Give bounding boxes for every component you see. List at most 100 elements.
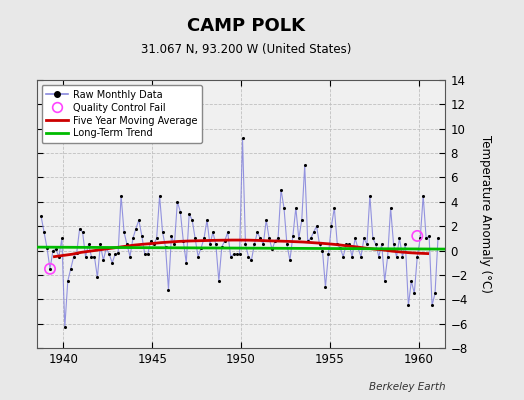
Point xyxy=(156,192,164,199)
Point xyxy=(152,235,161,242)
Point xyxy=(410,290,419,296)
Point xyxy=(354,245,362,251)
Point xyxy=(129,235,137,242)
Point xyxy=(217,244,226,250)
Point xyxy=(392,254,401,260)
Point xyxy=(144,251,152,258)
Point xyxy=(132,226,140,232)
Point xyxy=(88,254,96,260)
Point xyxy=(147,238,155,244)
Point xyxy=(46,266,54,272)
Point xyxy=(380,278,389,284)
Point xyxy=(61,324,69,330)
Point xyxy=(419,192,428,199)
Point xyxy=(265,235,274,242)
Point xyxy=(425,233,433,239)
Point xyxy=(212,241,220,248)
Point xyxy=(318,247,326,254)
Point xyxy=(165,286,173,293)
Point xyxy=(298,217,306,223)
Point xyxy=(357,254,365,260)
Point xyxy=(389,241,398,248)
Point xyxy=(149,241,158,248)
Point xyxy=(268,246,276,252)
Point xyxy=(194,254,202,260)
Point xyxy=(307,235,315,242)
Point xyxy=(324,251,333,258)
Point xyxy=(72,250,81,256)
Point xyxy=(102,245,111,251)
Point xyxy=(250,241,258,248)
Point xyxy=(81,254,90,260)
Point xyxy=(369,235,377,242)
Point xyxy=(170,241,179,248)
Point xyxy=(173,199,181,205)
Point xyxy=(259,241,267,248)
Point xyxy=(176,208,184,215)
Point xyxy=(54,254,63,260)
Point xyxy=(289,233,297,239)
Point xyxy=(309,229,318,236)
Point xyxy=(271,238,279,244)
Point xyxy=(135,217,143,223)
Point xyxy=(99,257,107,264)
Point xyxy=(342,241,351,248)
Point xyxy=(363,241,371,248)
Point xyxy=(70,254,78,260)
Point xyxy=(345,241,353,248)
Point xyxy=(40,229,48,236)
Point xyxy=(327,223,335,229)
Point xyxy=(140,251,149,258)
Point xyxy=(120,229,128,236)
Point xyxy=(238,135,247,142)
Point xyxy=(247,257,256,264)
Point xyxy=(315,241,324,248)
Point xyxy=(256,235,265,242)
Point xyxy=(428,302,436,308)
Point xyxy=(280,205,288,211)
Point xyxy=(209,229,217,236)
Point xyxy=(161,244,170,250)
Text: Berkeley Earth: Berkeley Earth xyxy=(369,382,445,392)
Point xyxy=(434,235,442,242)
Point xyxy=(96,241,105,248)
Point xyxy=(386,205,395,211)
Point xyxy=(283,241,291,248)
Point xyxy=(413,254,421,260)
Point xyxy=(75,226,84,232)
Point xyxy=(197,245,205,251)
Point xyxy=(105,251,113,258)
Point xyxy=(108,260,116,266)
Point xyxy=(431,290,439,296)
Point xyxy=(182,260,190,266)
Point xyxy=(413,233,421,239)
Point xyxy=(339,254,347,260)
Point xyxy=(244,254,253,260)
Point xyxy=(200,235,208,242)
Point xyxy=(203,217,211,223)
Point xyxy=(253,229,261,236)
Point xyxy=(321,284,330,290)
Point xyxy=(277,186,285,193)
Legend: Raw Monthly Data, Quality Control Fail, Five Year Moving Average, Long-Term Tren: Raw Monthly Data, Quality Control Fail, … xyxy=(41,85,202,143)
Point xyxy=(294,235,303,242)
Point xyxy=(49,247,57,254)
Text: CAMP POLK: CAMP POLK xyxy=(187,17,305,35)
Point xyxy=(401,241,410,248)
Point xyxy=(395,235,403,242)
Point xyxy=(221,238,229,244)
Point xyxy=(52,246,60,252)
Point xyxy=(360,235,368,242)
Point xyxy=(422,235,430,242)
Point xyxy=(123,241,131,248)
Point xyxy=(241,241,249,248)
Point xyxy=(79,229,87,236)
Point xyxy=(262,217,270,223)
Point xyxy=(274,235,282,242)
Point xyxy=(158,229,167,236)
Point xyxy=(224,229,232,236)
Point xyxy=(93,274,102,280)
Point xyxy=(84,241,93,248)
Point xyxy=(58,235,66,242)
Point xyxy=(303,238,312,244)
